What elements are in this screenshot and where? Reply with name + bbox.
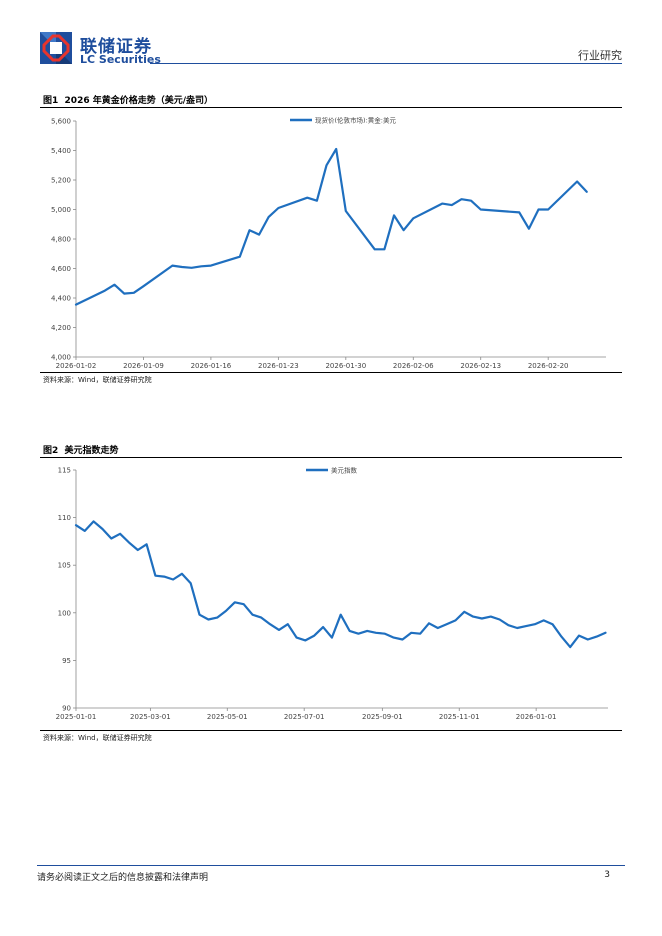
chart-1-y-tick-label: 5,600 bbox=[51, 118, 71, 126]
chart-2-y-tick-label: 110 bbox=[58, 514, 71, 522]
chart-2-x-tick-label: 2025-09-01 bbox=[362, 713, 403, 721]
chart-2-legend-label: 美元指数 bbox=[331, 466, 358, 475]
figure-2-title: 图2 美元指数走势 bbox=[43, 443, 119, 456]
chart-2-x-tick-label: 2025-05-01 bbox=[207, 713, 248, 721]
chart-1-y-tick-label: 4,800 bbox=[51, 236, 71, 244]
figure-1-source: 资料来源：Wind，联储证券研究院 bbox=[43, 376, 152, 384]
brand-name-en: LC Securities bbox=[80, 53, 161, 66]
chart-2-x-tick-label: 2026-01-01 bbox=[516, 713, 557, 721]
chart-1-x-tick-label: 2026-01-09 bbox=[123, 362, 164, 370]
chart-1-x-tick-label: 2026-01-16 bbox=[191, 362, 232, 370]
chart-2-y-tick-label: 90 bbox=[62, 705, 71, 713]
chart-2-y-tick-label: 95 bbox=[62, 657, 71, 665]
brand-name-cn: 联储证券 bbox=[80, 37, 152, 57]
figure-1-bottom-rule bbox=[40, 372, 622, 373]
chart-1-x-tick-label: 2026-02-13 bbox=[460, 362, 501, 370]
chart-2-series-line bbox=[74, 520, 607, 649]
lc-securities-logo-icon bbox=[40, 32, 72, 64]
header-divider bbox=[150, 63, 622, 64]
chart-1-y-tick-label: 5,000 bbox=[51, 206, 71, 214]
chart-1-y-tick-label: 4,400 bbox=[51, 295, 71, 303]
figure-1-label: 图1 bbox=[43, 96, 59, 106]
chart-2-x-tick-label: 2025-07-01 bbox=[284, 713, 325, 721]
figure-1-top-rule bbox=[40, 107, 622, 108]
chart-1-x-tick-label: 2026-02-06 bbox=[393, 362, 434, 370]
figure-2-top-rule bbox=[40, 457, 622, 458]
footer-disclaimer: 请务必阅读正文之后的信息披露和法律声明 bbox=[37, 873, 209, 883]
chart-1-series-line bbox=[74, 147, 588, 306]
chart-1-x-tick-label: 2026-01-23 bbox=[258, 362, 299, 370]
figure-1-title-text: 2026 年黄金价格走势（美元/盎司） bbox=[64, 96, 214, 106]
chart-1-y-tick-label: 5,200 bbox=[51, 177, 71, 185]
chart-1-y-tick-label: 4,000 bbox=[51, 354, 71, 362]
dollar-index-chart: 90 95 100 105 110 115 2025-01-01 2025-03-01 2025… bbox=[56, 466, 608, 721]
chart-2-x-tick-label: 2025-11-01 bbox=[439, 713, 480, 721]
gold-price-chart: 4,000 4,200 4,400 4,600 4,800 5,000 5,200 5,400… bbox=[51, 116, 606, 370]
figure-2-bottom-rule bbox=[40, 730, 622, 731]
chart-2-y-tick-label: 105 bbox=[58, 562, 71, 570]
chart-1-x-tick-label: 2026-01-30 bbox=[325, 362, 366, 370]
chart-1-legend-label: 现货价(伦敦市场):黄金:美元 bbox=[315, 116, 396, 125]
chart-1-y-tick-label: 4,200 bbox=[51, 324, 71, 332]
footer-divider bbox=[37, 865, 625, 866]
figure-1-title: 图1 2026 年黄金价格走势（美元/盎司） bbox=[43, 93, 213, 106]
chart-2-x-tick-label: 2025-03-01 bbox=[130, 713, 171, 721]
chart-2-y-tick-label: 115 bbox=[58, 467, 71, 475]
figure-2-label: 图2 bbox=[43, 446, 59, 456]
page-number: 3 bbox=[604, 870, 610, 880]
chart-2-y-tick-label: 100 bbox=[58, 609, 71, 617]
figure-2-source: 资料来源：Wind，联储证券研究院 bbox=[43, 734, 152, 742]
document-type-label: 行业研究 bbox=[578, 49, 622, 62]
chart-1-x-tick-label: 2026-01-02 bbox=[56, 362, 97, 370]
chart-1-y-tick-label: 5,400 bbox=[51, 147, 71, 155]
chart-1-x-tick-label: 2026-02-20 bbox=[528, 362, 569, 370]
figure-2-title-text: 美元指数走势 bbox=[64, 446, 119, 456]
chart-2-x-tick-label: 2025-01-01 bbox=[56, 713, 97, 721]
chart-1-y-tick-label: 4,600 bbox=[51, 265, 71, 273]
